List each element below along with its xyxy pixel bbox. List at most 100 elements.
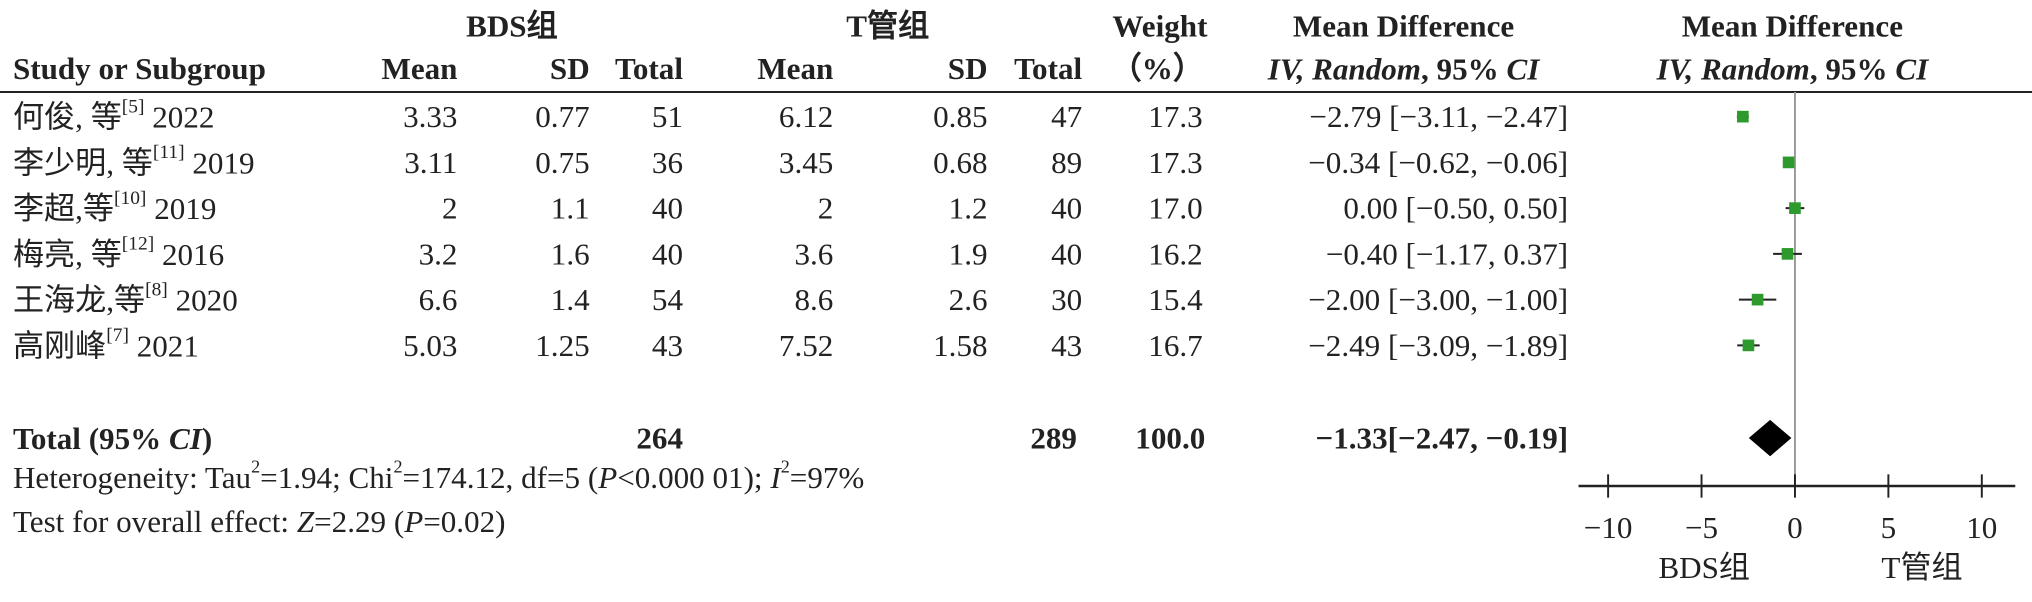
cell: 1.1 (551, 191, 590, 226)
total-label: Total (95% CI) (13, 421, 212, 456)
text: CI (1895, 51, 1929, 86)
text: 2 (393, 457, 402, 477)
study-ref: [11] (153, 142, 185, 163)
column-header: Study or Subgroup (13, 51, 266, 86)
text: ) (202, 421, 212, 456)
cell: 1.9 (949, 236, 988, 271)
plot-header: Mean Difference (1682, 8, 1903, 43)
cell: 40 (652, 236, 683, 271)
study-year: 2022 (152, 99, 214, 134)
md-cell: −0.40 [−1.17, 0.37] (1326, 236, 1568, 271)
cell: 30 (1051, 282, 1082, 317)
text: Test for overall effect: (13, 503, 297, 538)
cell: 1.4 (551, 282, 590, 317)
column-header: Mean (757, 51, 833, 86)
x-tick-label: 0 (1787, 510, 1803, 545)
md-header: Mean Difference (1293, 8, 1514, 43)
x-side-label: T管组 (1881, 550, 1962, 585)
cell: 40 (652, 191, 683, 226)
study-name: 李超,等 (13, 191, 114, 226)
total-n: 264 (636, 421, 683, 456)
cell: 89 (1051, 145, 1082, 180)
total-n: 289 (1030, 421, 1077, 456)
text: P (403, 503, 423, 538)
heterogeneity: Heterogeneity: Tau2=1.94; Chi2=174.12, d… (13, 457, 864, 495)
weight-cell: 16.2 (1148, 236, 1202, 271)
cell: 2.6 (949, 282, 988, 317)
weight-unit: （%） (1111, 51, 1204, 86)
text: P (597, 459, 617, 494)
cell: 54 (652, 282, 684, 317)
cell: 1.25 (535, 328, 589, 363)
effect-marker (1742, 339, 1755, 352)
column-header: Total (1014, 51, 1082, 86)
weight-cell: 17.3 (1148, 99, 1202, 134)
text: , 95% (1810, 51, 1896, 86)
cell: 3.11 (404, 145, 457, 180)
cell: 5.03 (403, 328, 457, 363)
text: CI (169, 421, 203, 456)
effect-marker (1781, 248, 1794, 260)
cell: 40 (1051, 236, 1082, 271)
study-year: 2020 (176, 282, 238, 317)
study-year: 2019 (192, 145, 254, 180)
study-label: 李超,等[10] 2019 (13, 187, 216, 225)
weight-cell: 17.0 (1148, 191, 1202, 226)
column-header: SD (948, 51, 988, 86)
study-ref: [7] (106, 325, 129, 346)
weight-header: Weight (1112, 8, 1208, 43)
study-ref: [10] (114, 187, 146, 208)
study-ref: [12] (122, 233, 154, 254)
column-header: SD (550, 51, 590, 86)
md-cell: −2.00 [−3.00, −1.00] (1308, 282, 1568, 317)
cell: 1.6 (551, 236, 590, 271)
weight-cell: 17.3 (1148, 145, 1202, 180)
cell: 3.45 (779, 145, 833, 180)
text: CI (1507, 51, 1541, 86)
cell: 8.6 (794, 282, 833, 317)
study-name: 何俊, 等 (13, 99, 122, 134)
x-side-label: BDS组 (1658, 550, 1750, 585)
text: =1.94; Chi (260, 459, 394, 494)
text: <0.000 01); (617, 459, 770, 494)
text: IV, Random (1267, 51, 1421, 86)
cell: 43 (652, 328, 683, 363)
column-header: Total (615, 51, 683, 86)
study-label: 王海龙,等[8] 2020 (13, 279, 238, 317)
weight-cell: 15.4 (1148, 282, 1203, 317)
cell: 2 (818, 191, 834, 226)
cell: 47 (1051, 99, 1082, 134)
md-cell: −2.79 [−3.11, −2.47] (1309, 99, 1568, 134)
x-tick-label: −5 (1685, 510, 1718, 545)
cell: 0.85 (933, 99, 987, 134)
text: Heterogeneity: Tau (13, 459, 252, 494)
study-ref: [5] (122, 96, 145, 117)
effect-marker (1789, 202, 1801, 214)
cell: 0.77 (535, 99, 589, 134)
cell: 1.2 (949, 191, 988, 226)
column-header: Mean (381, 51, 457, 86)
text: , 95% (1421, 51, 1507, 86)
x-tick-label: −10 (1584, 510, 1633, 545)
text: =97% (790, 459, 865, 494)
cell: 3.33 (403, 99, 457, 134)
cell: 36 (652, 145, 683, 180)
text: Total (95% (13, 421, 169, 456)
md-subheader: IV, Random, 95% CI (1267, 51, 1541, 86)
cell: 0.68 (933, 145, 987, 180)
cell: 43 (1051, 328, 1082, 363)
cell: 3.2 (419, 236, 458, 271)
study-year: 2019 (154, 191, 216, 226)
cell: 1.58 (933, 328, 987, 363)
overall-effect: Test for overall effect: Z=2.29 (P=0.02) (13, 503, 506, 538)
effect-marker (1751, 293, 1764, 306)
effect-marker (1736, 110, 1749, 123)
study-label: 李少明, 等[11] 2019 (13, 142, 255, 180)
study-label: 何俊, 等[5] 2022 (13, 96, 214, 134)
text: 2 (251, 457, 260, 477)
study-name: 梅亮, 等 (13, 236, 122, 271)
weight-cell: 16.7 (1148, 328, 1202, 363)
group-header: T管组 (846, 8, 929, 43)
text: =2.29 ( (314, 503, 404, 538)
